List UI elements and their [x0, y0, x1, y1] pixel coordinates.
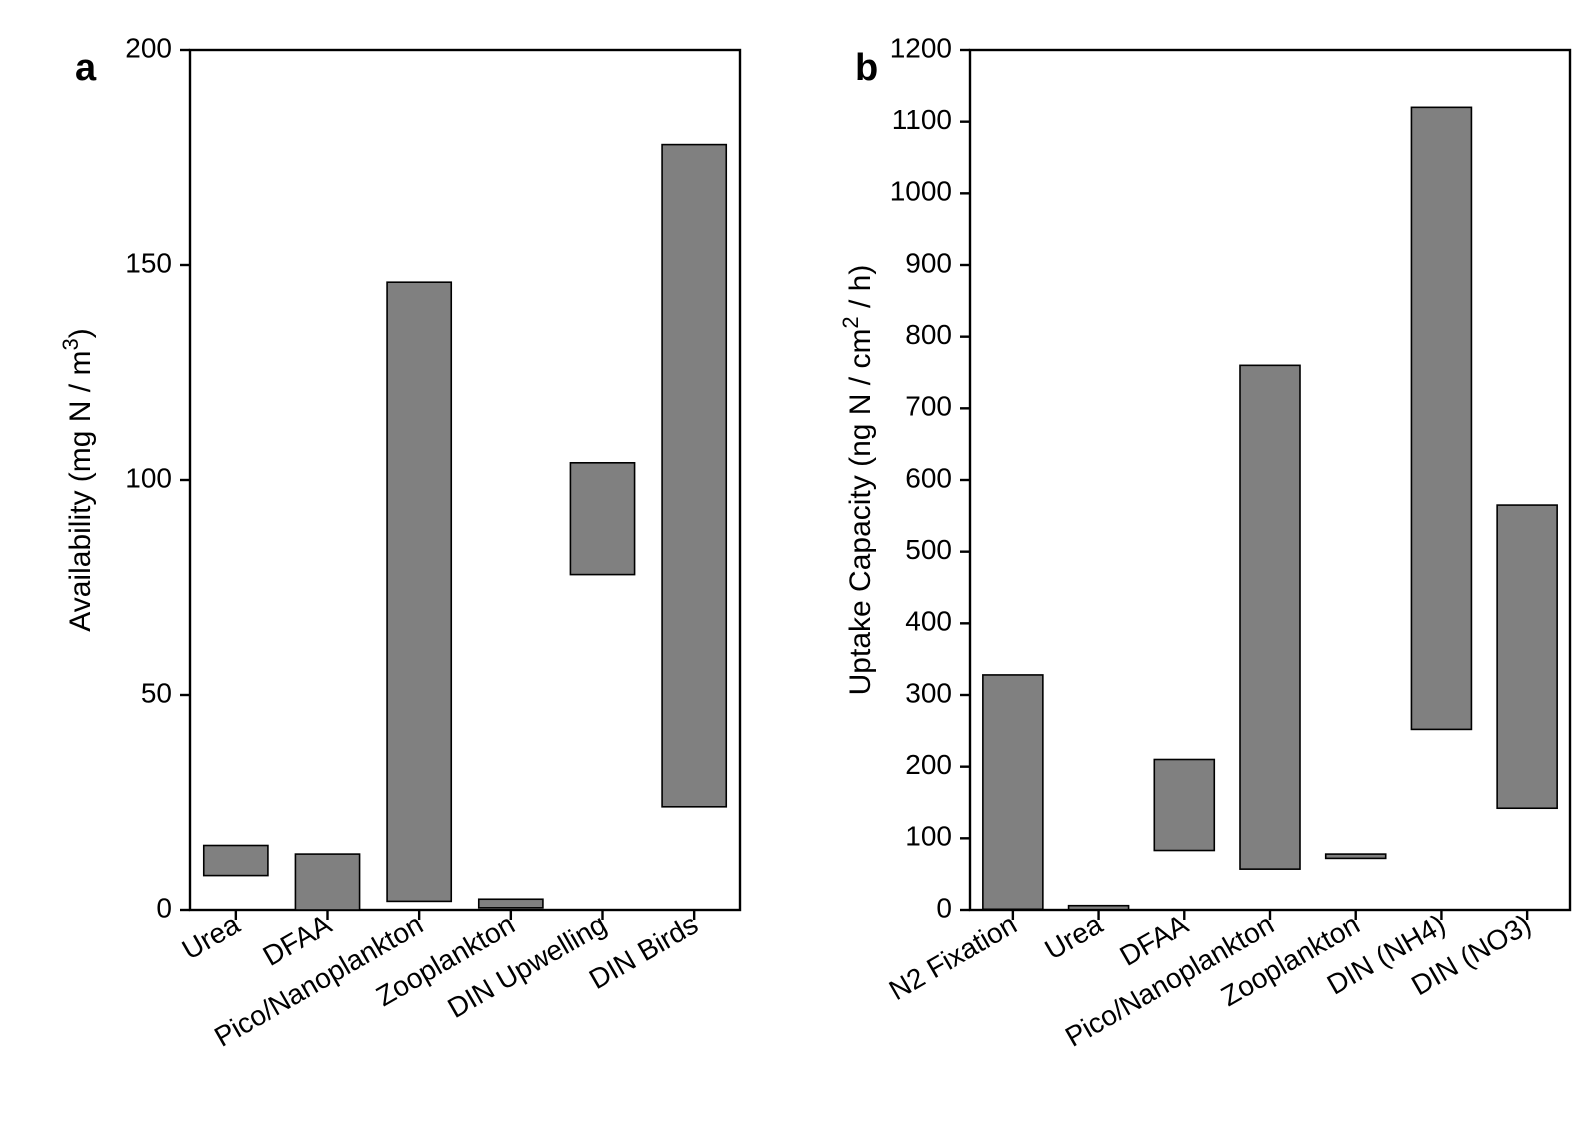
bar	[1240, 365, 1300, 869]
panel-a: a050100150200Availability (mg N / m3)Ure…	[40, 10, 770, 1130]
bar	[479, 899, 543, 908]
y-tick-label: 200	[125, 32, 172, 63]
axis-box	[190, 50, 740, 910]
bar	[1497, 505, 1557, 808]
bar	[1154, 760, 1214, 851]
y-axis-label: Uptake Capacity (ng N / cm2 / h)	[838, 265, 878, 696]
bar	[983, 675, 1043, 909]
bar	[1326, 854, 1386, 858]
bar	[570, 463, 634, 575]
panel-label: a	[75, 47, 97, 89]
y-tick-label: 100	[905, 821, 952, 852]
y-tick-label: 300	[905, 677, 952, 708]
bar	[295, 854, 359, 910]
panel-b: b 0 100 200 300 400 500 600 700 800 900 1000 1100 120…	[820, 10, 1591, 1130]
bar	[1069, 906, 1129, 910]
y-tick-label: 50	[141, 677, 172, 708]
y-tick-label: 400	[905, 606, 952, 637]
chart-svg: b 0 100 200 300 400 500 600 700 800 900 1000 1100 120…	[820, 10, 1591, 1130]
y-tick-label: 100	[125, 462, 172, 493]
x-tick-label: N2 Fixation	[884, 908, 1022, 1006]
y-tick-label: 150	[125, 247, 172, 278]
y-tick-label: 600	[905, 462, 952, 493]
y-tick-label: 800	[905, 319, 952, 350]
figure: a050100150200Availability (mg N / m3)Ure…	[0, 0, 1591, 1130]
y-tick-label: 0	[936, 892, 952, 923]
y-tick-label: 200	[905, 749, 952, 780]
y-tick-label: 900	[905, 247, 952, 278]
y-tick-label: 1100	[892, 104, 952, 135]
y-axis-label: Availability (mg N / m3)	[58, 328, 98, 631]
bar	[662, 145, 726, 807]
y-tick-label: 1000	[890, 176, 952, 207]
chart-svg: a050100150200Availability (mg N / m3)Ure…	[40, 10, 770, 1130]
y-tick-label: 500	[905, 534, 952, 565]
y-tick-label: 700	[905, 391, 952, 422]
y-tick-label: 0	[156, 892, 172, 923]
panel-label: b	[855, 47, 878, 89]
bar	[1411, 107, 1471, 729]
bar	[387, 282, 451, 901]
y-tick-label: 1200	[890, 32, 952, 63]
bar	[204, 846, 268, 876]
